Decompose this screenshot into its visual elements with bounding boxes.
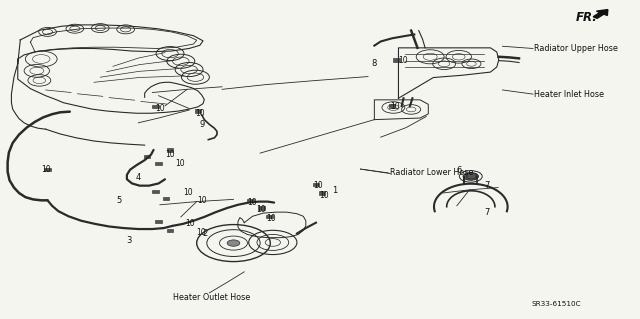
Bar [152,190,159,193]
Text: 3: 3 [127,236,132,245]
Text: 10: 10 [247,198,257,207]
Bar [248,199,254,202]
Bar [266,215,273,218]
Text: 10: 10 [266,214,276,223]
Text: 10: 10 [186,219,195,228]
Bar [467,174,475,177]
Text: 10: 10 [398,56,408,65]
Bar [167,229,173,232]
Bar [144,155,150,158]
Bar [313,183,319,186]
Text: 10: 10 [319,191,328,200]
Bar [156,220,162,223]
Bar [152,105,159,108]
Text: 10: 10 [155,104,164,113]
Text: 10: 10 [165,150,175,159]
FancyArrow shape [593,10,608,18]
Text: 4: 4 [136,173,141,182]
Text: 7: 7 [484,208,490,217]
Text: 7: 7 [484,181,490,190]
Bar [44,168,51,171]
Text: FR.: FR. [576,11,598,24]
Circle shape [227,240,240,246]
Text: 10: 10 [195,109,205,118]
Text: 10: 10 [196,228,206,237]
Circle shape [463,173,479,180]
Text: Radiator Lower Hose: Radiator Lower Hose [390,168,473,177]
Text: 10: 10 [197,196,207,205]
Text: Radiator Upper Hose: Radiator Upper Hose [534,44,618,53]
Text: Heater Inlet Hose: Heater Inlet Hose [534,90,604,99]
Text: 5: 5 [116,196,122,205]
Bar [156,162,162,165]
Text: 10: 10 [175,159,184,168]
Text: SR33-61510C: SR33-61510C [532,300,581,307]
Text: 10: 10 [390,102,400,111]
Bar [466,174,476,177]
Text: 6: 6 [457,166,462,175]
Text: 10: 10 [41,165,51,174]
Bar [258,206,264,210]
Text: 1: 1 [332,186,337,195]
Bar [167,148,173,152]
Text: 9: 9 [199,120,204,129]
Bar [163,197,170,200]
Bar [394,58,400,62]
Text: 10: 10 [314,181,323,190]
Text: Heater Outlet Hose: Heater Outlet Hose [173,293,250,302]
Bar [195,109,201,113]
Bar [389,104,396,108]
Text: 10: 10 [184,189,193,197]
Bar [319,191,326,195]
Text: 10: 10 [257,205,266,214]
Text: 2: 2 [202,229,207,238]
Text: 8: 8 [372,59,377,68]
